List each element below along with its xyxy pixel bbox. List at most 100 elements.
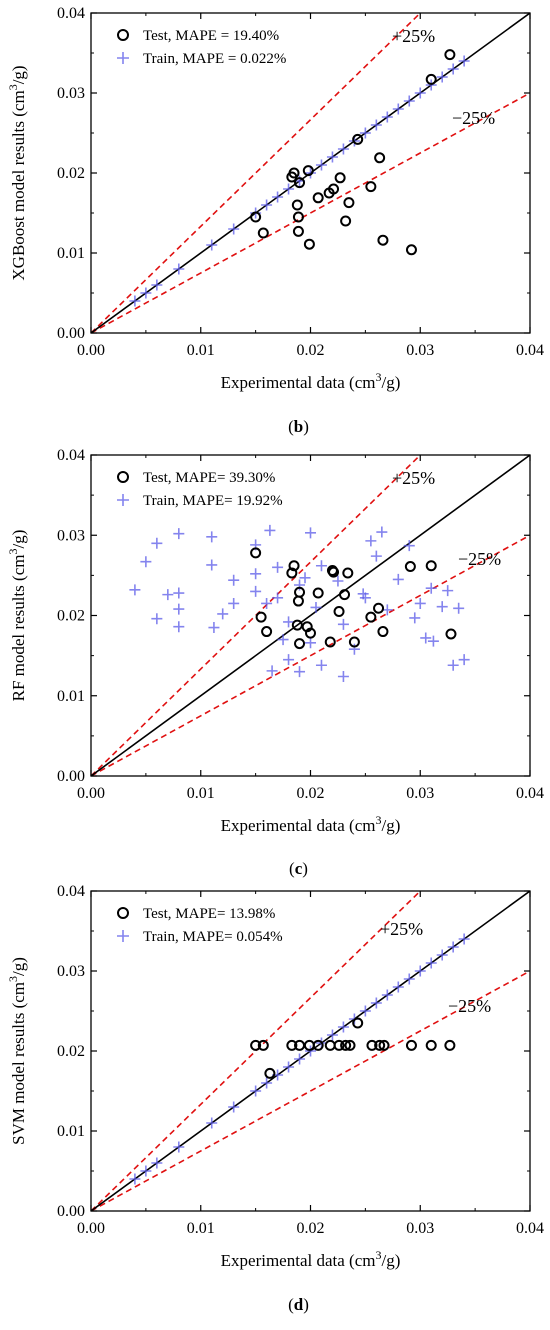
test-point [328,183,340,195]
train-point [129,584,141,596]
plus-25-label: +25% [392,26,435,46]
test-point [377,234,389,246]
train-point [315,560,327,572]
train-point [458,654,470,666]
test-point [405,244,417,256]
train-point [206,531,218,543]
train-point [206,1117,218,1129]
test-point [344,1039,356,1051]
test-point [340,1039,352,1051]
train-point [420,632,432,644]
train-point [228,574,240,586]
train-point [332,575,344,587]
test-point [303,238,315,250]
train-point [442,585,454,597]
train-point [266,665,278,677]
train-point [337,618,349,630]
minus-25-label: −25% [452,108,495,128]
train-point [228,597,240,609]
test-point [444,49,456,61]
test-point [264,1067,276,1079]
train-point [261,199,273,211]
y-tick-label: 0.00 [57,1203,85,1220]
y-tick-label: 0.01 [57,1123,85,1140]
minus-25-label: −25% [458,549,501,569]
train-point [272,191,284,203]
train-point [305,1045,316,1057]
legend-label: Test, MAPE = 19.40% [143,28,279,44]
train-point [151,1157,163,1169]
train-point [326,1029,338,1041]
chart-panel-2: 0.00 0.01 0.02 0.03 0.04 0.00 0.01 0.02 0.03 0.04… [6,447,544,878]
test-point [378,1039,390,1051]
train-point [173,587,185,599]
train-point [427,635,439,647]
chart-panel-3: 0.00 0.01 0.02 0.03 0.04 0.00 0.01 0.02 0.03 0.04… [6,883,544,1314]
train-point [206,559,218,571]
x-axis-label: Experimental data (cm3/g) [221,1248,401,1270]
train-point [403,95,415,107]
legend-label: Train, MAPE= 0.054% [143,929,283,945]
test-point [312,192,324,204]
train-point [129,295,141,307]
train-point [409,612,421,624]
train-point [173,603,185,615]
train-point [228,223,240,235]
train-point [206,239,218,251]
test-point [365,181,377,193]
train-point [151,613,163,625]
train-point [365,535,377,547]
train-point [403,973,415,985]
train-point [392,573,404,585]
test-point [292,595,304,607]
y-tick-label: 0.02 [57,608,85,625]
train-point [315,159,327,171]
test-point [352,133,364,145]
test-point [348,636,360,648]
legend-train-marker [117,494,129,506]
train-point [277,634,289,646]
panel-caption: (d) [288,1295,309,1314]
train-point [414,965,426,977]
test-point [333,605,345,617]
x-tick-label: 0.04 [516,342,544,359]
train-point [436,71,448,83]
train-point [436,601,448,613]
train-point [436,949,448,961]
train-point [425,582,437,594]
test-point [425,1039,437,1051]
test-point [255,611,267,623]
train-point [403,540,415,552]
train-point [250,568,262,580]
test-point [445,628,457,640]
train-point [425,957,437,969]
plus-25-label: +25% [380,919,423,939]
train-point [250,1085,262,1097]
y-axis-label: XGBoost model results (cm3/g) [6,65,28,280]
test-point [291,619,303,631]
x-tick-label: 0.03 [406,785,434,802]
legend-train-marker [117,930,129,942]
minus-25-line [91,970,530,1211]
train-point [337,1021,349,1033]
test-point [444,1039,456,1051]
train-point [414,87,426,99]
train-point [151,279,163,291]
test-point [352,1017,364,1029]
test-point [365,611,377,623]
test-point [286,1039,298,1051]
x-tick-label: 0.00 [77,342,105,359]
test-point [312,1039,324,1051]
train-point [315,659,327,671]
x-tick-label: 0.04 [516,785,544,802]
plus-25-label: +25% [392,468,435,488]
test-point [425,560,437,572]
x-tick-label: 0.01 [187,342,215,359]
y-tick-label: 0.03 [57,527,85,544]
x-tick-label: 0.03 [406,1220,434,1237]
test-point [377,626,389,638]
x-tick-label: 0.01 [187,1220,215,1237]
test-point [294,177,306,189]
x-tick-label: 0.02 [297,1220,325,1237]
